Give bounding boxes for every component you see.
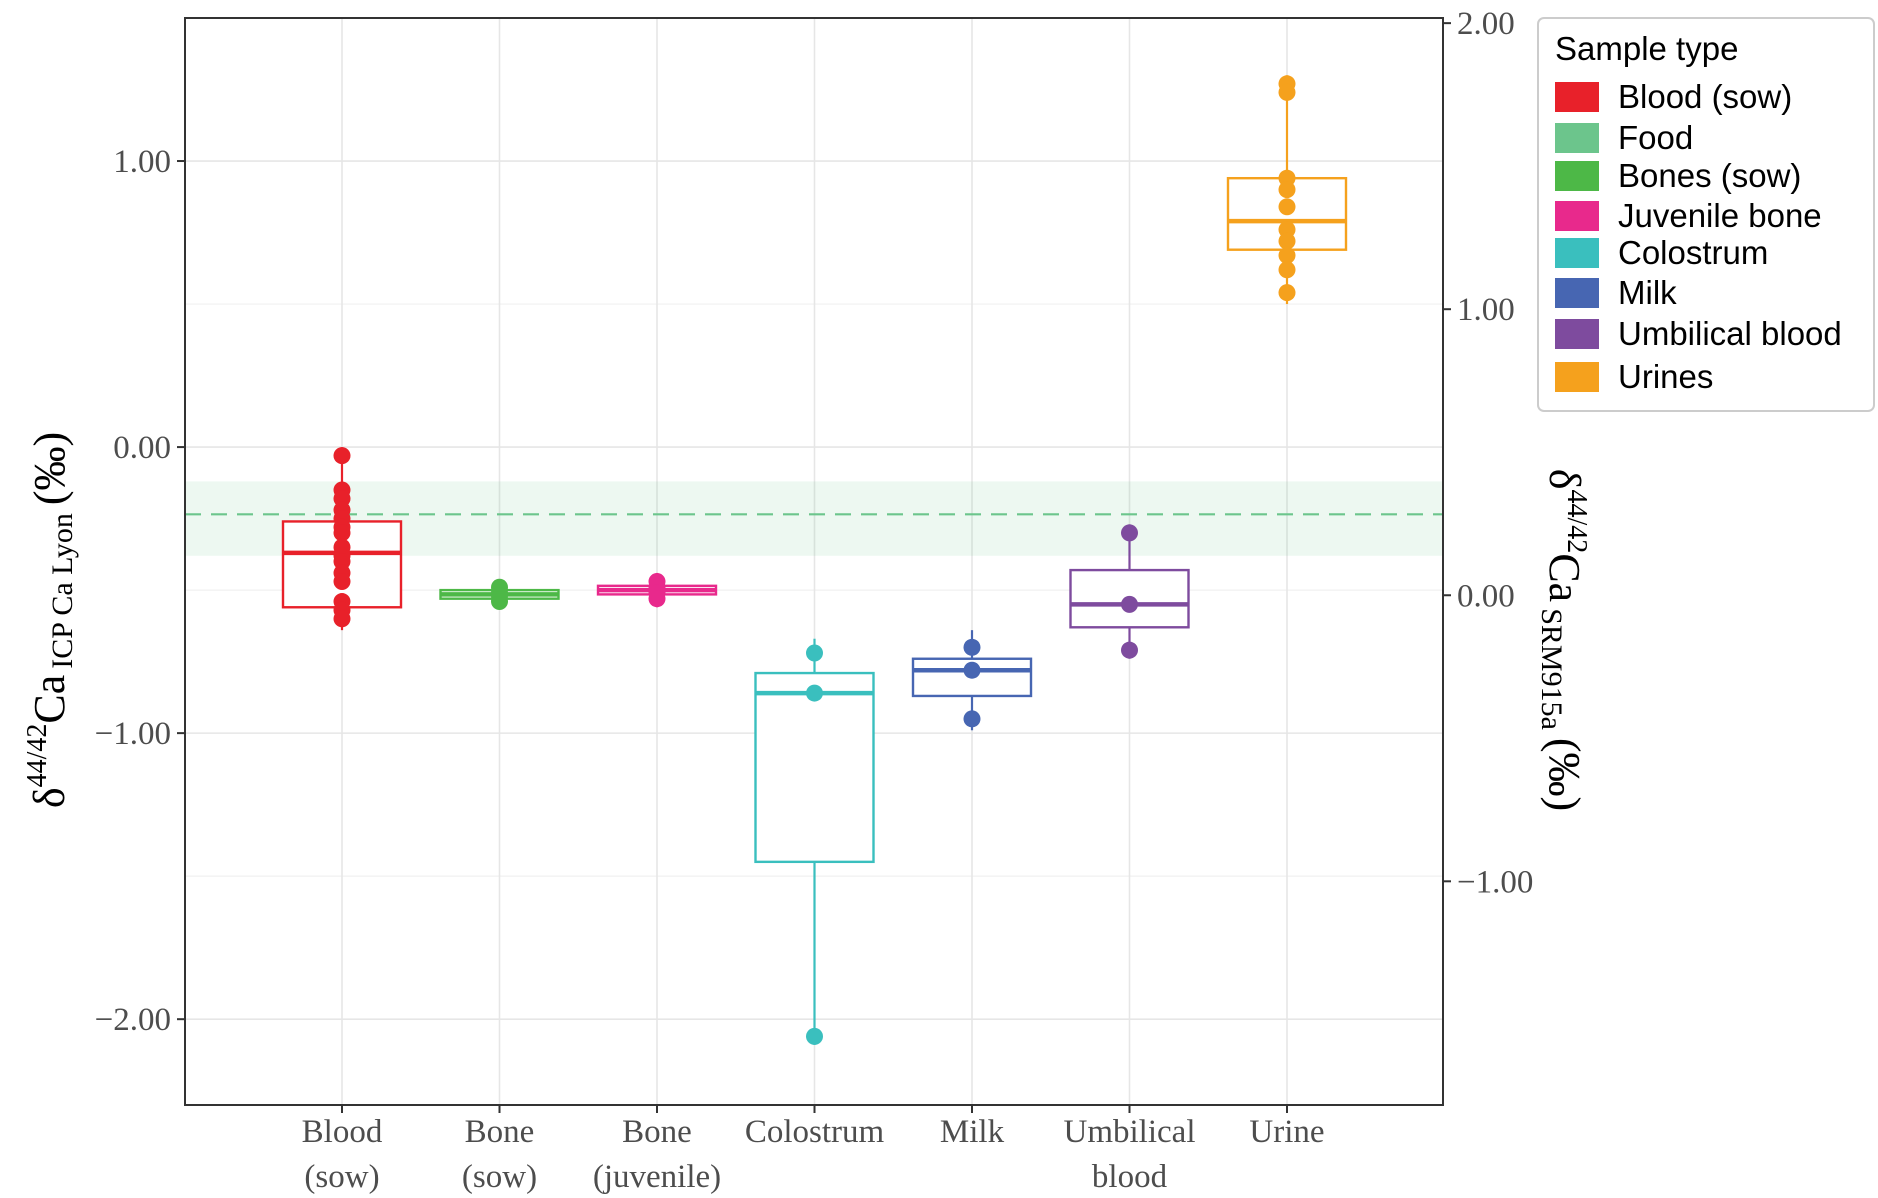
legend-swatch — [1555, 278, 1599, 308]
data-point — [1278, 246, 1296, 264]
x-tick-label-blood-line2: (sow) — [304, 1159, 379, 1195]
data-point — [1121, 641, 1138, 659]
legend-item: Bones (sow) — [1555, 157, 1801, 194]
legend-swatch — [1555, 238, 1599, 268]
data-point — [1278, 284, 1296, 302]
boxplot-blood — [281, 447, 403, 631]
data-point — [1278, 198, 1296, 216]
legend-item: Colostrum — [1555, 234, 1768, 271]
legend-item: Blood (sow) — [1555, 78, 1792, 115]
boxplot-umbilical — [1069, 524, 1190, 659]
legend-item: Milk — [1555, 274, 1677, 311]
y-axis-left-title: δ44/42CaICP Ca Lyon(‰) — [22, 432, 79, 808]
data-point — [333, 447, 351, 465]
legend-item: Umbilical blood — [1555, 315, 1842, 352]
chart-axes: 1.00 0.00 −1.00 −2.00 2.00 1.00 0.00 −1.00 Blood… — [95, 6, 1534, 1195]
boxplot-urine — [1226, 75, 1348, 305]
x-tick-label-umbilical-line2: blood — [1092, 1159, 1168, 1195]
boxplot-bone-juvenile — [596, 572, 718, 608]
data-point — [1121, 595, 1138, 613]
legend-title: Sample type — [1555, 30, 1738, 67]
boxplot-colostrum — [754, 638, 875, 1045]
data-point — [333, 573, 351, 591]
data-point — [1121, 524, 1138, 542]
y-right-tick-label: 0.00 — [1457, 578, 1515, 614]
legend-swatch — [1555, 362, 1599, 392]
legend-swatch — [1555, 161, 1599, 191]
y-right-tick-label: 2.00 — [1457, 6, 1515, 42]
legend-item: Juvenile bone — [1555, 197, 1822, 234]
y-axis-right-title: δ44/42CaSRM915a(‰) — [1535, 469, 1592, 811]
data-point — [963, 661, 981, 679]
data-point — [1278, 232, 1296, 250]
data-point — [806, 684, 823, 702]
boxplot-milk — [911, 630, 1033, 731]
legend-frame — [1537, 17, 1875, 412]
x-tick-label-milk: Milk — [940, 1114, 1005, 1150]
legend-item: Urines — [1555, 358, 1713, 395]
legend-swatch — [1555, 319, 1599, 349]
x-tick-label-blood: Blood — [302, 1114, 383, 1150]
legend-label: Food — [1618, 119, 1693, 156]
legend-label: Blood (sow) — [1618, 78, 1792, 115]
legend-item: Food — [1555, 119, 1693, 156]
data-point — [333, 610, 351, 628]
legend-swatch — [1555, 82, 1599, 112]
y-right-tick-label: −1.00 — [1457, 864, 1533, 900]
box-iqr — [754, 671, 875, 864]
data-point — [963, 638, 981, 656]
legend-label: Milk — [1618, 274, 1677, 311]
legend-swatch — [1555, 201, 1599, 231]
chart-marks — [185, 75, 1443, 1045]
x-tick-label-colostrum: Colostrum — [745, 1114, 885, 1150]
x-tick-label-bone-sow-line2: (sow) — [462, 1159, 537, 1195]
x-tick-label-bone-juvenile-line2: (juvenile) — [593, 1159, 721, 1195]
legend-label: Juvenile bone — [1618, 197, 1822, 234]
legend-swatch — [1555, 123, 1599, 153]
data-point — [1278, 83, 1296, 101]
data-point — [806, 644, 823, 662]
x-tick-label-umbilical: Umbilical — [1064, 1114, 1196, 1150]
data-point — [491, 593, 508, 611]
y-left-tick-label: −2.00 — [95, 1002, 171, 1038]
x-tick-label-urine: Urine — [1249, 1114, 1324, 1150]
x-tick-label-bone-juvenile: Bone — [622, 1114, 692, 1150]
legend-label: Umbilical blood — [1618, 315, 1842, 352]
y-left-tick-label: −1.00 — [95, 716, 171, 752]
data-point — [963, 710, 981, 728]
legend-label: Urines — [1618, 358, 1713, 395]
x-tick-label-bone-sow: Bone — [465, 1114, 535, 1150]
legend-label: Colostrum — [1618, 234, 1768, 271]
y-right-tick-label: 1.00 — [1457, 292, 1515, 328]
data-point — [806, 1027, 823, 1045]
y-left-tick-label: 1.00 — [113, 144, 171, 180]
data-point — [333, 524, 351, 542]
boxplot-bone-sow — [439, 578, 560, 611]
data-point — [1278, 261, 1296, 279]
data-point — [648, 590, 666, 608]
data-point — [1278, 181, 1296, 199]
legend-label: Bones (sow) — [1618, 157, 1801, 194]
y-left-tick-label: 0.00 — [113, 430, 171, 466]
